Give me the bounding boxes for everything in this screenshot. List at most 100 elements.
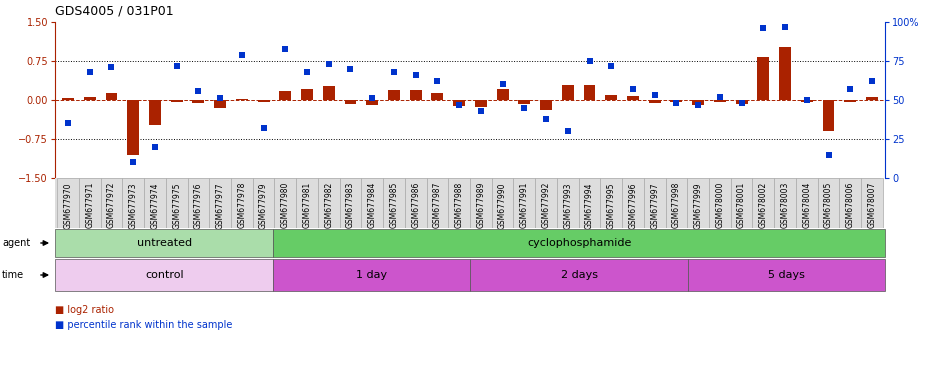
Bar xyxy=(584,85,596,100)
Bar xyxy=(845,100,857,102)
Bar xyxy=(818,178,839,228)
Text: GSM677988: GSM677988 xyxy=(454,182,463,228)
Bar xyxy=(779,47,791,100)
Bar xyxy=(644,178,666,228)
Bar xyxy=(236,99,248,100)
Text: GSM677995: GSM677995 xyxy=(607,182,616,228)
Text: GSM677970: GSM677970 xyxy=(64,182,72,228)
Text: GSM677983: GSM677983 xyxy=(346,182,355,228)
Bar xyxy=(55,228,274,257)
Text: GSM677984: GSM677984 xyxy=(368,182,376,228)
Bar xyxy=(774,178,796,228)
Bar xyxy=(323,86,335,100)
Bar xyxy=(257,100,269,102)
Text: GSM677975: GSM677975 xyxy=(172,182,181,228)
Bar xyxy=(796,178,818,228)
Bar xyxy=(231,178,253,228)
Text: GSM677991: GSM677991 xyxy=(520,182,529,228)
Bar xyxy=(171,100,182,102)
Text: agent: agent xyxy=(2,238,31,248)
Text: GSM677992: GSM677992 xyxy=(541,182,550,228)
Bar xyxy=(253,178,275,228)
Bar xyxy=(431,93,443,100)
Text: GSM677998: GSM677998 xyxy=(672,182,681,228)
Bar xyxy=(475,100,487,107)
Bar xyxy=(627,96,639,100)
Bar xyxy=(470,259,688,291)
Bar xyxy=(731,178,752,228)
Text: GSM677977: GSM677977 xyxy=(216,182,225,228)
Text: GSM678003: GSM678003 xyxy=(781,182,790,228)
Bar xyxy=(688,259,885,291)
Bar xyxy=(192,100,204,103)
Bar xyxy=(215,100,226,108)
Bar xyxy=(752,178,774,228)
Bar xyxy=(274,259,470,291)
Bar xyxy=(166,178,188,228)
Bar xyxy=(275,178,296,228)
Text: ■ percentile rank within the sample: ■ percentile rank within the sample xyxy=(55,320,232,330)
Bar xyxy=(497,89,509,100)
Text: time: time xyxy=(2,270,24,280)
Text: GSM677978: GSM677978 xyxy=(238,182,246,228)
Text: GSM677985: GSM677985 xyxy=(389,182,399,228)
Text: GSM677971: GSM677971 xyxy=(85,182,94,228)
Text: GSM678007: GSM678007 xyxy=(868,182,877,228)
Bar xyxy=(62,98,74,100)
Bar xyxy=(671,100,683,102)
Bar xyxy=(144,178,166,228)
Bar xyxy=(866,97,878,100)
Text: GSM678006: GSM678006 xyxy=(845,182,855,228)
Bar xyxy=(122,178,144,228)
Text: GSM677981: GSM677981 xyxy=(302,182,312,228)
Bar xyxy=(149,100,161,125)
Bar xyxy=(296,178,318,228)
Bar xyxy=(623,178,644,228)
Text: GSM678002: GSM678002 xyxy=(758,182,768,228)
Bar xyxy=(822,100,834,131)
Text: cyclophosphamide: cyclophosphamide xyxy=(527,238,632,248)
Bar xyxy=(692,100,704,105)
Bar xyxy=(518,100,530,104)
Bar xyxy=(513,178,536,228)
Bar xyxy=(410,90,422,100)
Bar xyxy=(79,178,101,228)
Bar xyxy=(101,178,122,228)
Text: GSM677997: GSM677997 xyxy=(650,182,660,228)
Text: GSM677974: GSM677974 xyxy=(151,182,159,228)
Text: GSM677982: GSM677982 xyxy=(325,182,333,228)
Bar xyxy=(536,178,557,228)
Bar xyxy=(388,89,400,100)
Text: untreated: untreated xyxy=(137,238,191,248)
Text: GDS4005 / 031P01: GDS4005 / 031P01 xyxy=(55,5,174,18)
Text: GSM677996: GSM677996 xyxy=(628,182,637,228)
Bar xyxy=(366,100,378,105)
Bar xyxy=(362,178,383,228)
Text: control: control xyxy=(145,270,183,280)
Text: GSM677972: GSM677972 xyxy=(107,182,116,228)
Bar xyxy=(861,178,882,228)
Bar xyxy=(648,100,660,103)
Bar xyxy=(279,91,291,100)
Bar xyxy=(557,178,579,228)
Bar xyxy=(540,100,552,110)
Bar xyxy=(801,100,813,102)
Bar xyxy=(714,100,726,102)
Text: GSM678005: GSM678005 xyxy=(824,182,833,228)
Bar xyxy=(318,178,339,228)
Bar xyxy=(605,95,617,100)
Bar xyxy=(470,178,492,228)
Bar xyxy=(301,89,313,100)
Bar xyxy=(383,178,405,228)
Bar xyxy=(84,98,96,100)
Bar xyxy=(561,86,574,100)
Text: GSM678001: GSM678001 xyxy=(737,182,746,228)
Bar xyxy=(687,178,709,228)
Text: GSM677990: GSM677990 xyxy=(498,182,507,228)
Bar xyxy=(453,100,465,106)
Text: GSM677986: GSM677986 xyxy=(412,182,420,228)
Bar xyxy=(344,100,356,104)
Text: 5 days: 5 days xyxy=(769,270,805,280)
Bar xyxy=(600,178,623,228)
Bar xyxy=(579,178,600,228)
